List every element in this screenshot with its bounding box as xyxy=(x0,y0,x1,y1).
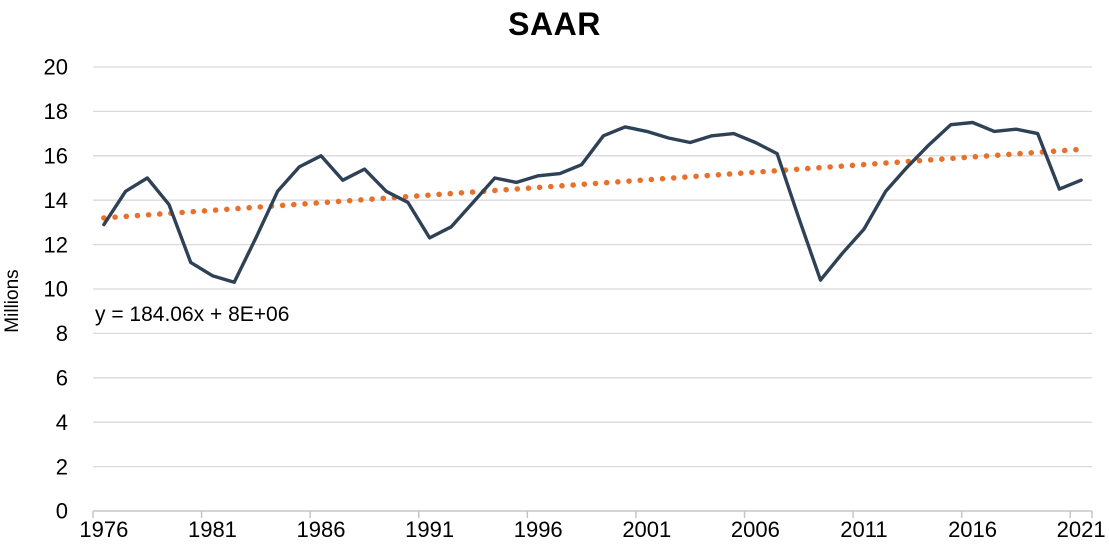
x-tick-label: 2011 xyxy=(840,517,887,542)
y-tick-label: 8 xyxy=(56,321,68,346)
y-tick-label: 2 xyxy=(56,454,68,479)
saar-line-series xyxy=(102,120,1083,284)
y-tick-label: 14 xyxy=(44,188,68,213)
x-tick-label: 2016 xyxy=(948,517,997,542)
x-tick-label: 2006 xyxy=(731,517,780,542)
y-axis-title: Millions xyxy=(2,269,23,333)
y-tick-label: 0 xyxy=(56,499,68,524)
x-tick-label: 1981 xyxy=(188,517,237,542)
y-tick-label: 4 xyxy=(56,410,68,435)
x-tick-label: 1991 xyxy=(405,517,454,542)
y-tick-label: 10 xyxy=(44,277,68,302)
x-tick-label: 1986 xyxy=(297,517,346,542)
y-tick-label: 12 xyxy=(44,232,68,257)
y-tick-label: 16 xyxy=(44,144,68,169)
y-tick-label: 6 xyxy=(56,366,68,391)
linear-trendline xyxy=(101,146,1087,221)
y-tick-label: 20 xyxy=(44,55,68,80)
x-tick-label: 1976 xyxy=(79,517,128,542)
y-tick-label: 18 xyxy=(44,99,68,124)
x-tick-label: 1996 xyxy=(514,517,563,542)
chart-title: SAAR xyxy=(508,6,601,42)
x-tick-label: 2021 xyxy=(1057,517,1106,542)
trendline-equation-label: y = 184.06x + 8E+06 xyxy=(95,303,290,326)
x-tick-label: 2001 xyxy=(622,517,671,542)
